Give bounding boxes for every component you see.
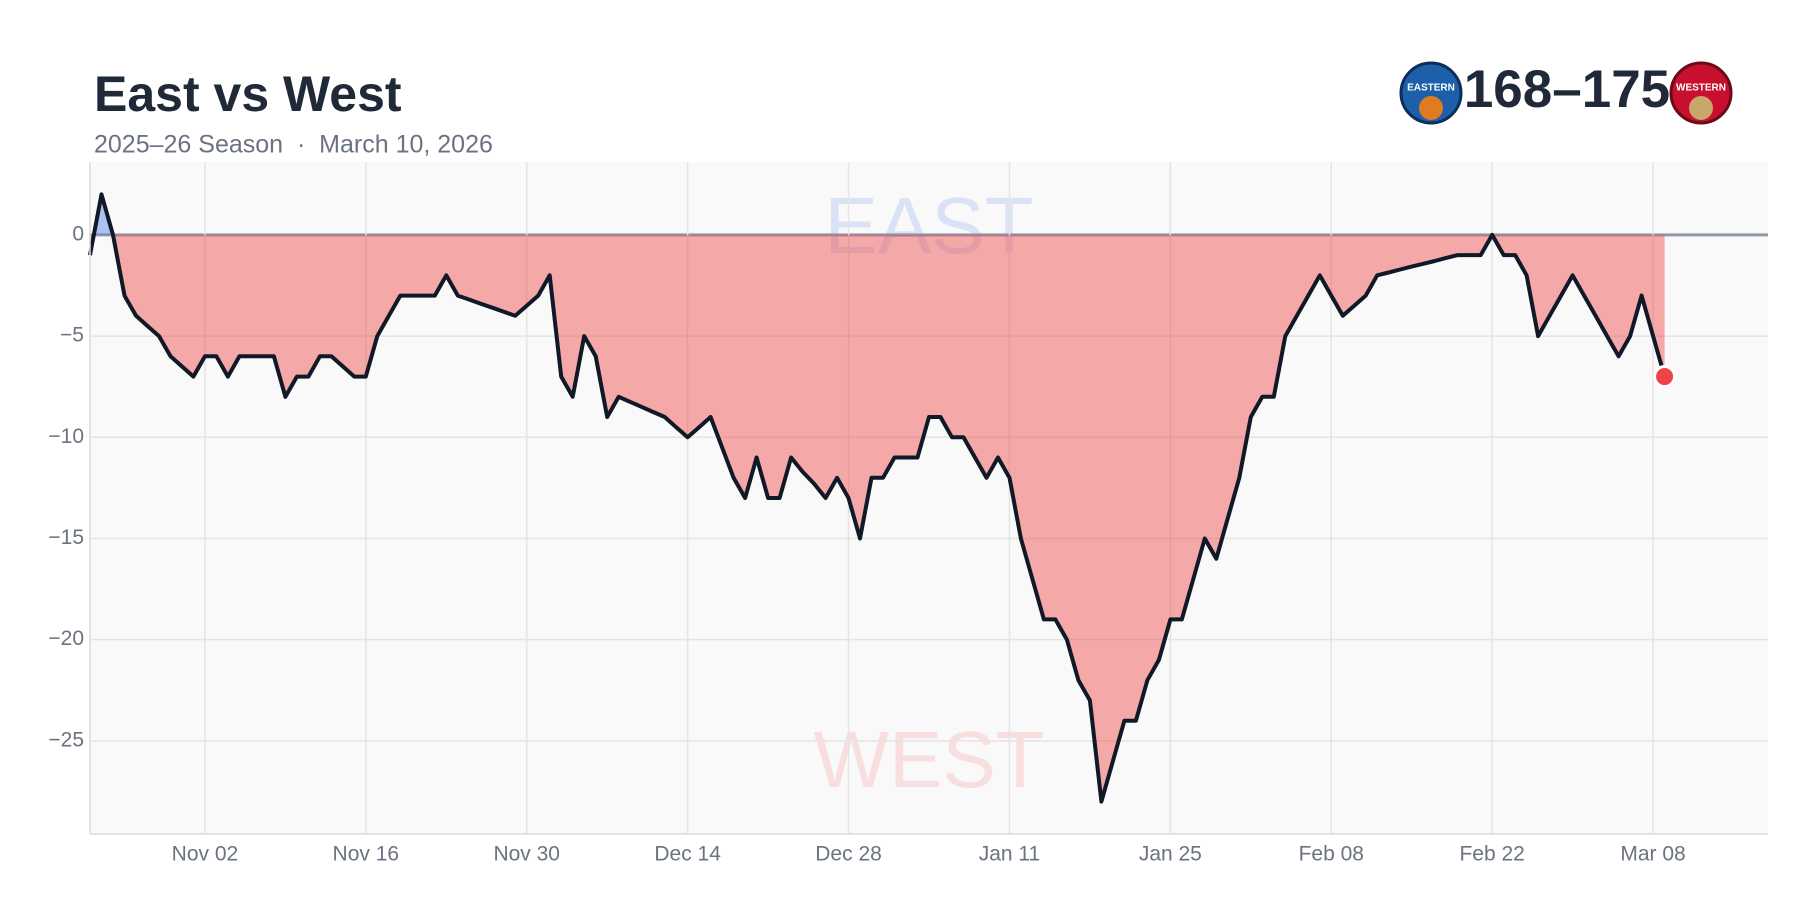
x-tick-label: Nov 30 xyxy=(493,843,560,866)
chart-subtitle: 2025–26 Season · March 10, 2026 xyxy=(94,131,493,159)
x-tick-label: Jan 25 xyxy=(1139,843,1202,866)
x-tick-label: Jan 11 xyxy=(979,843,1041,866)
marks xyxy=(88,192,1677,804)
y-tick-label: −10 xyxy=(48,425,84,448)
y-tick-label: −25 xyxy=(48,728,84,751)
x-tick-label: Feb 22 xyxy=(1459,843,1524,866)
region-label: WEST xyxy=(813,715,1044,804)
x-tick-label: Mar 08 xyxy=(1620,843,1685,866)
last-point xyxy=(1653,365,1677,389)
x-tick-label: Feb 08 xyxy=(1299,843,1364,866)
logo-ball xyxy=(1689,96,1713,120)
y-tick-label: 0 xyxy=(72,222,84,245)
x-tick-label: Dec 14 xyxy=(654,843,721,866)
score: 168–175 xyxy=(1464,60,1670,119)
chart-title: East vs West xyxy=(94,66,402,122)
logo-ball xyxy=(1419,96,1443,120)
x-tick-label: Nov 02 xyxy=(172,843,239,866)
y-tick-label: −15 xyxy=(48,526,84,549)
logo-badge xyxy=(1399,61,1463,125)
y-tick-label: −20 xyxy=(48,627,84,650)
logo-text: WESTERN xyxy=(1676,83,1726,94)
x-tick-label: Nov 16 xyxy=(333,843,400,866)
logo-text: EASTERN xyxy=(1407,83,1455,94)
grid: EAST WEST 0 −5 −10 −15 −20 −25 Nov 02 Nov 16 Nov 3… xyxy=(48,162,1768,866)
line xyxy=(88,192,1667,804)
y-tick-label: −5 xyxy=(60,324,84,347)
region-label: EAST xyxy=(825,181,1034,270)
west-logo: WESTERN xyxy=(1669,61,1733,125)
plot-area xyxy=(90,162,1768,834)
x-tick-label: Dec 28 xyxy=(815,843,882,866)
area-below xyxy=(90,234,1665,802)
logo-badge xyxy=(1669,61,1733,125)
east-logo: EASTERN xyxy=(1399,61,1463,125)
